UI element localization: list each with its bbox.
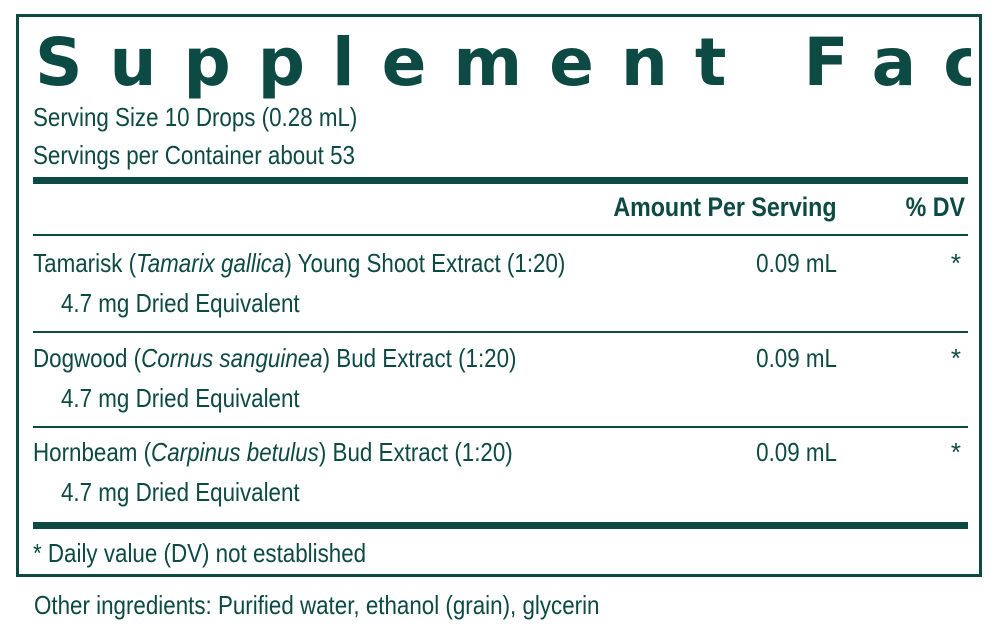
ingredient-amount: 0.09 mL bbox=[756, 343, 837, 373]
latin-name: Cornus sanguinea bbox=[141, 343, 323, 373]
ingredient-name: Dogwood (Cornus sanguinea) Bud Extract (… bbox=[33, 343, 517, 373]
serving-size: Serving Size 10 Drops (0.28 mL) bbox=[33, 102, 358, 132]
percent-dv-header: % DV bbox=[905, 192, 965, 222]
dried-equivalent: 4.7 mg Dried Equivalent bbox=[61, 477, 300, 507]
ingredient-name: Tamarisk (Tamarix gallica) Young Shoot E… bbox=[33, 248, 566, 278]
dried-equivalent: 4.7 mg Dried Equivalent bbox=[61, 288, 300, 318]
dried-equivalent: 4.7 mg Dried Equivalent bbox=[61, 383, 300, 413]
ingredient-dv: * bbox=[950, 343, 961, 373]
other-ingredients: Other ingredients: Purified water, ethan… bbox=[34, 590, 600, 620]
thick-divider-top bbox=[33, 177, 968, 184]
latin-name: Carpinus betulus bbox=[151, 437, 319, 467]
daily-value-footnote: * Daily value (DV) not established bbox=[33, 538, 367, 568]
row-divider bbox=[33, 426, 968, 428]
ingredient-amount: 0.09 mL bbox=[756, 437, 837, 467]
servings-per-container: Servings per Container about 53 bbox=[33, 140, 355, 170]
ingredient-dv: * bbox=[950, 437, 961, 467]
ingredient-dv: * bbox=[950, 248, 961, 278]
amount-per-serving-header: Amount Per Serving bbox=[613, 192, 837, 222]
row-divider bbox=[33, 331, 968, 333]
header-divider bbox=[33, 234, 968, 236]
latin-name: Tamarix gallica bbox=[136, 248, 285, 278]
ingredient-amount: 0.09 mL bbox=[756, 248, 837, 278]
panel-title: Supplement Facts bbox=[35, 24, 971, 101]
supplement-facts-panel: Supplement Facts Serving Size 10 Drops (… bbox=[16, 14, 982, 577]
thick-divider-bottom bbox=[33, 522, 968, 529]
ingredient-name: Hornbeam (Carpinus betulus) Bud Extract … bbox=[33, 437, 513, 467]
